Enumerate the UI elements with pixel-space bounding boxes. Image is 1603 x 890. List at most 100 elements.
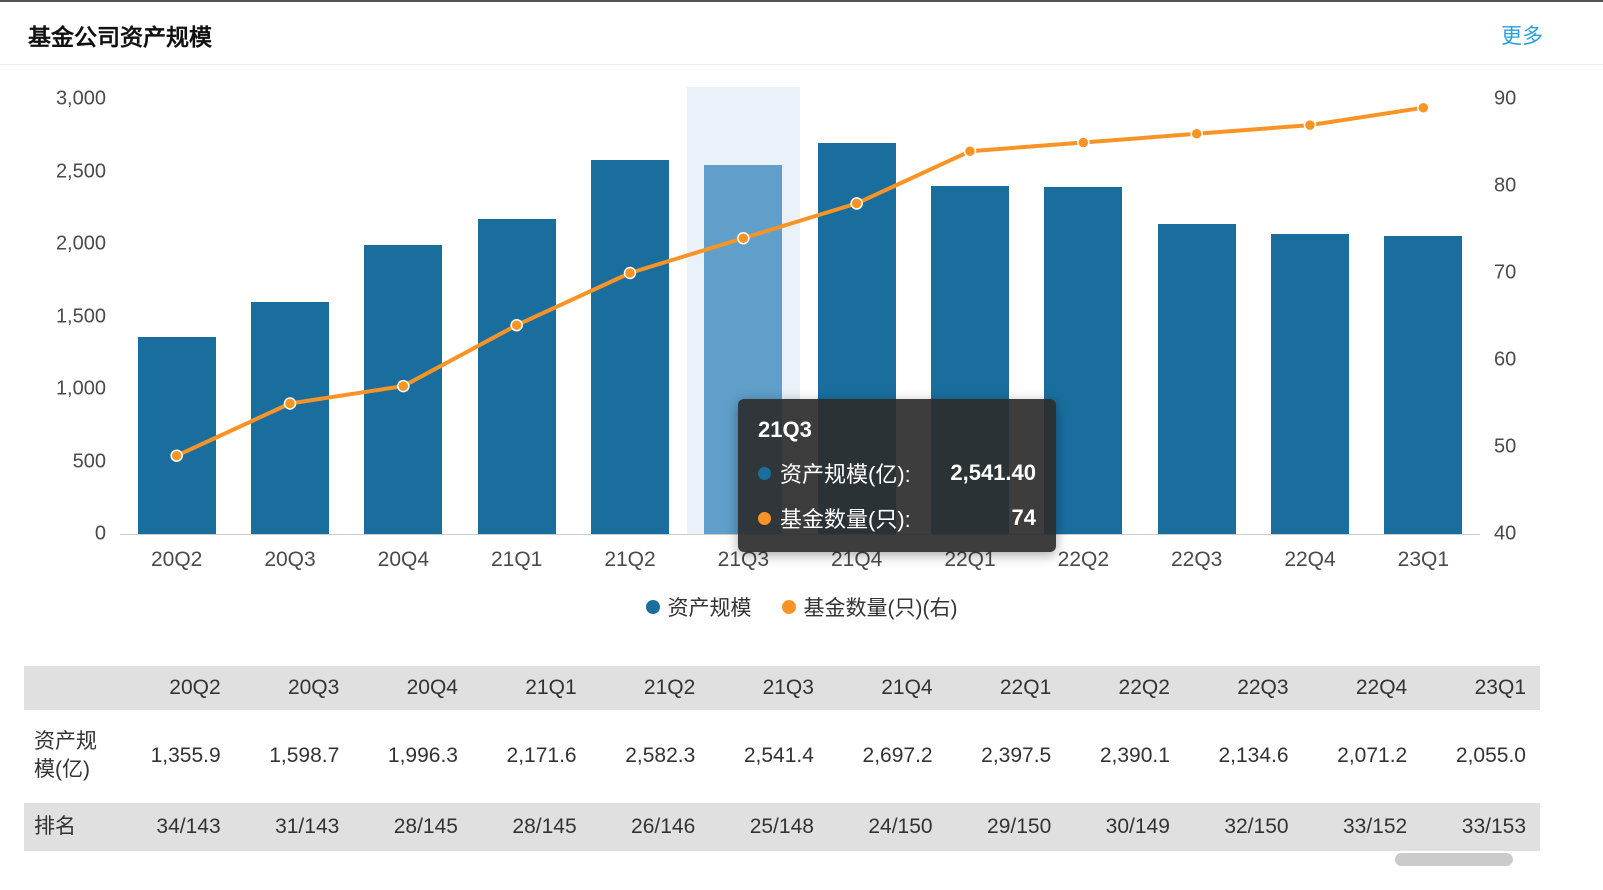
line-point-21Q4[interactable] xyxy=(850,197,863,210)
line-point-22Q3[interactable] xyxy=(1190,127,1203,141)
x-axis-label: 22Q1 xyxy=(944,548,996,571)
tooltip-series-marker-icon xyxy=(758,466,771,480)
line-point-21Q1[interactable] xyxy=(510,318,523,332)
table-header-cell: 20Q4 xyxy=(406,676,458,699)
bar-20Q3[interactable] xyxy=(251,302,329,534)
tooltip-series-value: 74 xyxy=(1011,505,1036,530)
x-axis-label: 20Q3 xyxy=(264,548,316,571)
y-axis-tick-right: 50 xyxy=(1494,435,1517,458)
legend-marker-icon xyxy=(645,600,660,614)
bar-21Q2[interactable] xyxy=(591,159,669,534)
table-cell: 31/143 xyxy=(275,814,340,838)
line-point-20Q2[interactable] xyxy=(170,449,183,462)
y-axis-tick-left: 2,500 xyxy=(55,160,106,182)
bar-22Q2[interactable] xyxy=(1044,187,1123,534)
fund-count-line-layer xyxy=(170,101,1430,462)
line-point-21Q3[interactable] xyxy=(737,231,750,245)
tooltip-row-0: 资产规模(亿): 2,541.40 xyxy=(758,457,1036,489)
more-link[interactable]: 更多 xyxy=(1501,25,1543,48)
table-header-cell: 23Q1 xyxy=(1474,676,1526,699)
table-header-cell: 22Q3 xyxy=(1237,676,1289,699)
line-point-22Q1[interactable] xyxy=(963,144,977,158)
y-axis-tick-left: 2,000 xyxy=(55,232,106,255)
table-header-cell: 21Q2 xyxy=(643,676,696,699)
x-axis-label: 20Q4 xyxy=(377,548,430,571)
table-header-cell: 22Q4 xyxy=(1355,676,1408,699)
x-axis-label: 20Q2 xyxy=(150,548,203,571)
bar-23Q1[interactable] xyxy=(1384,236,1463,534)
horizontal-scrollbar-thumb[interactable] xyxy=(1395,853,1513,867)
x-axis-label: 22Q2 xyxy=(1057,548,1110,571)
top-border xyxy=(0,0,1603,2)
x-axis-label: 22Q3 xyxy=(1170,548,1223,571)
x-axis-label: 21Q3 xyxy=(717,548,770,571)
legend-item-asset-scale[interactable]: 资产规模 xyxy=(645,592,752,622)
horizontal-scrollbar xyxy=(0,853,1603,867)
y-axis-tick-left: 1,000 xyxy=(55,377,106,400)
table-header-cell: 22Q2 xyxy=(1118,676,1170,699)
table-cell: 1,598.7 xyxy=(269,744,340,768)
y-axis-tick-left: 500 xyxy=(72,450,106,472)
table-cell: 30/149 xyxy=(1105,814,1170,838)
y-axis-tick-left: 0 xyxy=(94,522,106,545)
table-cell: 28/145 xyxy=(393,814,458,838)
table-row: 排名 34/143 31/143 28/145 28/145 26/146 25/148 24… xyxy=(24,802,1540,852)
table-cell: 2,697.2 xyxy=(862,744,933,768)
tooltip-row-1: 基金数量(只): 74 xyxy=(758,502,1036,534)
table-header-cell: 21Q4 xyxy=(881,676,933,699)
panel-header: 基金公司资产规模 更多 xyxy=(0,2,1603,65)
bar-22Q3[interactable] xyxy=(1157,224,1236,534)
y-axis-tick-right: 90 xyxy=(1494,87,1517,110)
table-cell: 2,071.2 xyxy=(1337,744,1408,768)
tooltip-rows: 资产规模(亿): 2,541.40 基金数量(只): 74 xyxy=(758,457,1036,534)
table-cell: 2,582.3 xyxy=(625,744,696,768)
line-point-20Q4[interactable] xyxy=(397,379,410,393)
fund-count-line xyxy=(174,105,1426,458)
tooltip-title: 21Q3 xyxy=(758,417,812,442)
table-cell: 32/150 xyxy=(1224,814,1289,838)
y-axis-tick-left: 3,000 xyxy=(55,87,106,110)
row-label: 资产规模(亿) xyxy=(34,730,97,782)
table-cell: 24/150 xyxy=(868,814,933,838)
x-axis-label: 22Q4 xyxy=(1284,548,1336,571)
table-cell: 2,171.6 xyxy=(506,744,577,768)
legend-item-fund-count[interactable]: 基金数量(只)(右) xyxy=(781,592,957,622)
table-header-cell: 22Q1 xyxy=(999,676,1052,699)
table-cell: 33/153 xyxy=(1461,814,1526,838)
bar-22Q4[interactable] xyxy=(1271,233,1349,534)
line-point-20Q3[interactable] xyxy=(283,397,297,410)
y-axis-tick-left: 1,500 xyxy=(55,305,106,327)
x-axis-label: 21Q2 xyxy=(604,548,656,571)
legend-marker-icon xyxy=(781,600,796,614)
table-cell: 2,390.1 xyxy=(1099,744,1170,768)
line-point-22Q4[interactable] xyxy=(1303,118,1317,132)
table-cell: 1,996.3 xyxy=(387,744,458,768)
x-axis-label: 21Q1 xyxy=(490,548,543,571)
bar-20Q2[interactable] xyxy=(137,337,216,534)
legend-label: 资产规模 xyxy=(667,597,752,620)
table-cell: 26/146 xyxy=(631,814,696,838)
table-cell: 2,055.0 xyxy=(1455,744,1526,768)
y-axis-tick-right: 60 xyxy=(1494,348,1517,371)
table-header-cell: 20Q2 xyxy=(169,676,221,699)
line-point-21Q2[interactable] xyxy=(623,266,637,280)
table-cell: 28/145 xyxy=(512,814,577,838)
table-cell: 25/148 xyxy=(749,814,814,838)
table-row: 资产规模(亿) 1,355.9 1,598.7 1,996.3 2,171.6 2,582… xyxy=(24,710,1540,803)
data-table: 20Q2 20Q3 20Q4 21Q1 21Q2 21Q3 21Q4 22Q1 22Q2 22Q3… xyxy=(24,666,1540,852)
chart-tooltip: 21Q3 资产规模(亿): 2,541.40 基金数量(只): 74 xyxy=(738,399,1056,552)
table-cell: 2,134.6 xyxy=(1218,744,1289,768)
bar-21Q1[interactable] xyxy=(477,219,556,534)
tooltip-series-marker-icon xyxy=(758,511,771,525)
row-label: 排名 xyxy=(34,814,76,838)
table-cell: 1,355.9 xyxy=(150,744,221,768)
tooltip-series-label: 资产规模(亿): xyxy=(780,462,911,487)
table-header-cell: 21Q1 xyxy=(525,676,577,699)
line-point-23Q1[interactable] xyxy=(1417,101,1430,114)
table-cell: 2,541.4 xyxy=(743,744,814,768)
table-header-row: 20Q2 20Q3 20Q4 21Q1 21Q2 21Q3 21Q4 22Q1 22Q2 22Q3… xyxy=(24,666,1540,710)
table-header-cell: 21Q3 xyxy=(762,676,814,699)
chart-legend: 资产规模 基金数量(只)(右) xyxy=(0,592,1603,622)
line-point-22Q2[interactable] xyxy=(1077,136,1090,149)
